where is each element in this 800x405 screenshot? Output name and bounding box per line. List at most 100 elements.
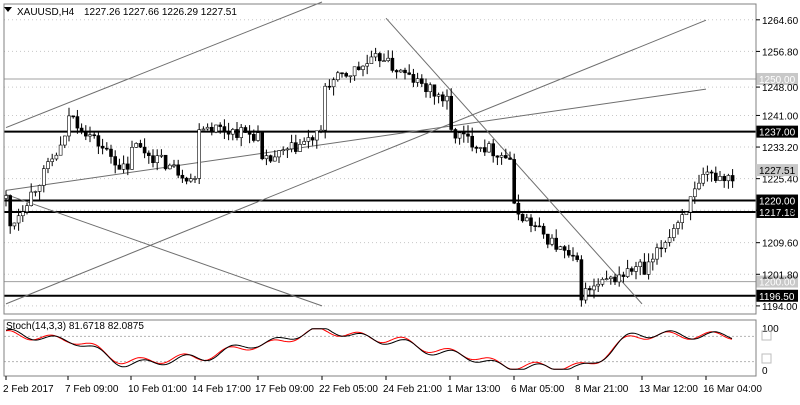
candle-body xyxy=(688,196,693,213)
level-label-bg xyxy=(756,205,798,218)
candle-body xyxy=(272,156,277,162)
candle-body xyxy=(50,158,55,162)
candle-body xyxy=(142,146,147,154)
candle-body xyxy=(134,143,138,148)
candle-body xyxy=(512,159,517,204)
candle-body xyxy=(306,137,311,142)
candle-body xyxy=(155,155,159,164)
candle-body xyxy=(491,143,496,157)
candle-body xyxy=(231,129,235,135)
candle-body xyxy=(256,132,260,141)
level-label-bg xyxy=(756,125,798,138)
indicator-box-icon[interactable] xyxy=(761,353,772,364)
x-tick-label: 10 Feb 01:00 xyxy=(128,384,187,395)
candle-body xyxy=(386,57,391,61)
y-tick-label: 1241.00 xyxy=(762,111,799,122)
candle-body xyxy=(466,133,470,137)
candle-body xyxy=(58,144,63,156)
candle-body xyxy=(524,217,529,222)
candle-body xyxy=(327,85,332,88)
last-price-bg xyxy=(756,164,798,177)
chart-header: XAUUSD,H4 1227.26 1227.66 1226.29 1227.5… xyxy=(4,7,237,18)
candle-body xyxy=(277,150,281,158)
candle-body xyxy=(260,132,265,160)
candle-body xyxy=(554,237,559,250)
candle-body xyxy=(54,154,59,160)
candle-body xyxy=(394,70,399,73)
indicator-box-icon[interactable] xyxy=(761,330,772,341)
candle-body xyxy=(105,147,109,150)
candle-body xyxy=(445,95,449,102)
candle-body xyxy=(319,129,323,132)
candle-body xyxy=(713,172,718,181)
trendline[interactable] xyxy=(5,19,707,305)
level-label: 1250.00 xyxy=(759,75,796,86)
candle-body xyxy=(356,66,361,70)
chart-symbol: XAUUSD,H4 xyxy=(17,7,75,18)
y-tick-label: 1209.60 xyxy=(762,239,799,250)
grid xyxy=(4,19,756,307)
x-tick-label: 8 Mar 21:00 xyxy=(575,384,629,395)
candle-body xyxy=(314,130,319,141)
candle-body xyxy=(37,185,42,192)
candle-body xyxy=(579,259,584,301)
candle-body xyxy=(495,155,500,158)
candle-body xyxy=(411,74,416,83)
stoch-main-line xyxy=(5,328,733,370)
candle-body xyxy=(629,268,634,272)
candle-body xyxy=(92,134,96,137)
x-tick-label: 1 Mar 13:00 xyxy=(447,384,501,395)
candle-body xyxy=(293,142,298,152)
candle-body xyxy=(415,78,420,83)
candle-body xyxy=(113,156,117,166)
candle-body xyxy=(239,127,243,138)
level-label: 1196.50 xyxy=(759,292,795,303)
candle-body xyxy=(617,274,622,283)
candle-body xyxy=(340,72,344,75)
candle-body xyxy=(197,129,201,179)
trendline[interactable] xyxy=(5,1,323,129)
candle-body xyxy=(8,195,12,227)
candle-body xyxy=(365,63,370,67)
trendline[interactable] xyxy=(5,193,323,307)
candle-body xyxy=(373,53,378,58)
candle-body xyxy=(268,155,273,162)
candle-body xyxy=(482,147,487,153)
trendline[interactable] xyxy=(5,88,707,191)
candle-body xyxy=(79,127,84,133)
candle-body xyxy=(298,144,302,152)
candle-body xyxy=(180,174,185,179)
candle-body xyxy=(289,142,294,150)
candle-body xyxy=(138,143,143,148)
y-tick-label: 1201.80 xyxy=(762,270,799,281)
candle-body xyxy=(541,225,546,235)
level-label-bg xyxy=(756,289,798,302)
candle-body xyxy=(205,126,210,130)
candle-body xyxy=(520,213,525,222)
candle-body xyxy=(449,95,454,130)
candle-body xyxy=(529,217,533,226)
candle-body xyxy=(264,155,269,160)
candle-body xyxy=(344,73,349,77)
level-label: 1200.00 xyxy=(759,278,796,289)
candle-body xyxy=(461,132,466,135)
candle-body xyxy=(659,247,664,250)
triangle-down-icon[interactable] xyxy=(4,7,12,12)
trendlines[interactable] xyxy=(5,1,707,307)
candle-body xyxy=(432,84,437,97)
candle-body xyxy=(722,176,727,182)
x-tick-label: 7 Feb 09:00 xyxy=(65,384,119,395)
candle-body xyxy=(331,79,336,88)
candle-body xyxy=(189,178,193,182)
candle-body xyxy=(62,135,67,146)
x-tick-label: 22 Feb 05:00 xyxy=(319,384,378,395)
candle-body xyxy=(352,66,357,77)
candle-body xyxy=(20,211,25,217)
candle-body xyxy=(730,175,735,182)
stoch-y-label: 100 xyxy=(762,324,779,335)
y-tick-label: 1248.00 xyxy=(762,83,799,94)
x-tick-label: 13 Mar 12:00 xyxy=(639,384,698,395)
candle-body xyxy=(600,278,605,285)
